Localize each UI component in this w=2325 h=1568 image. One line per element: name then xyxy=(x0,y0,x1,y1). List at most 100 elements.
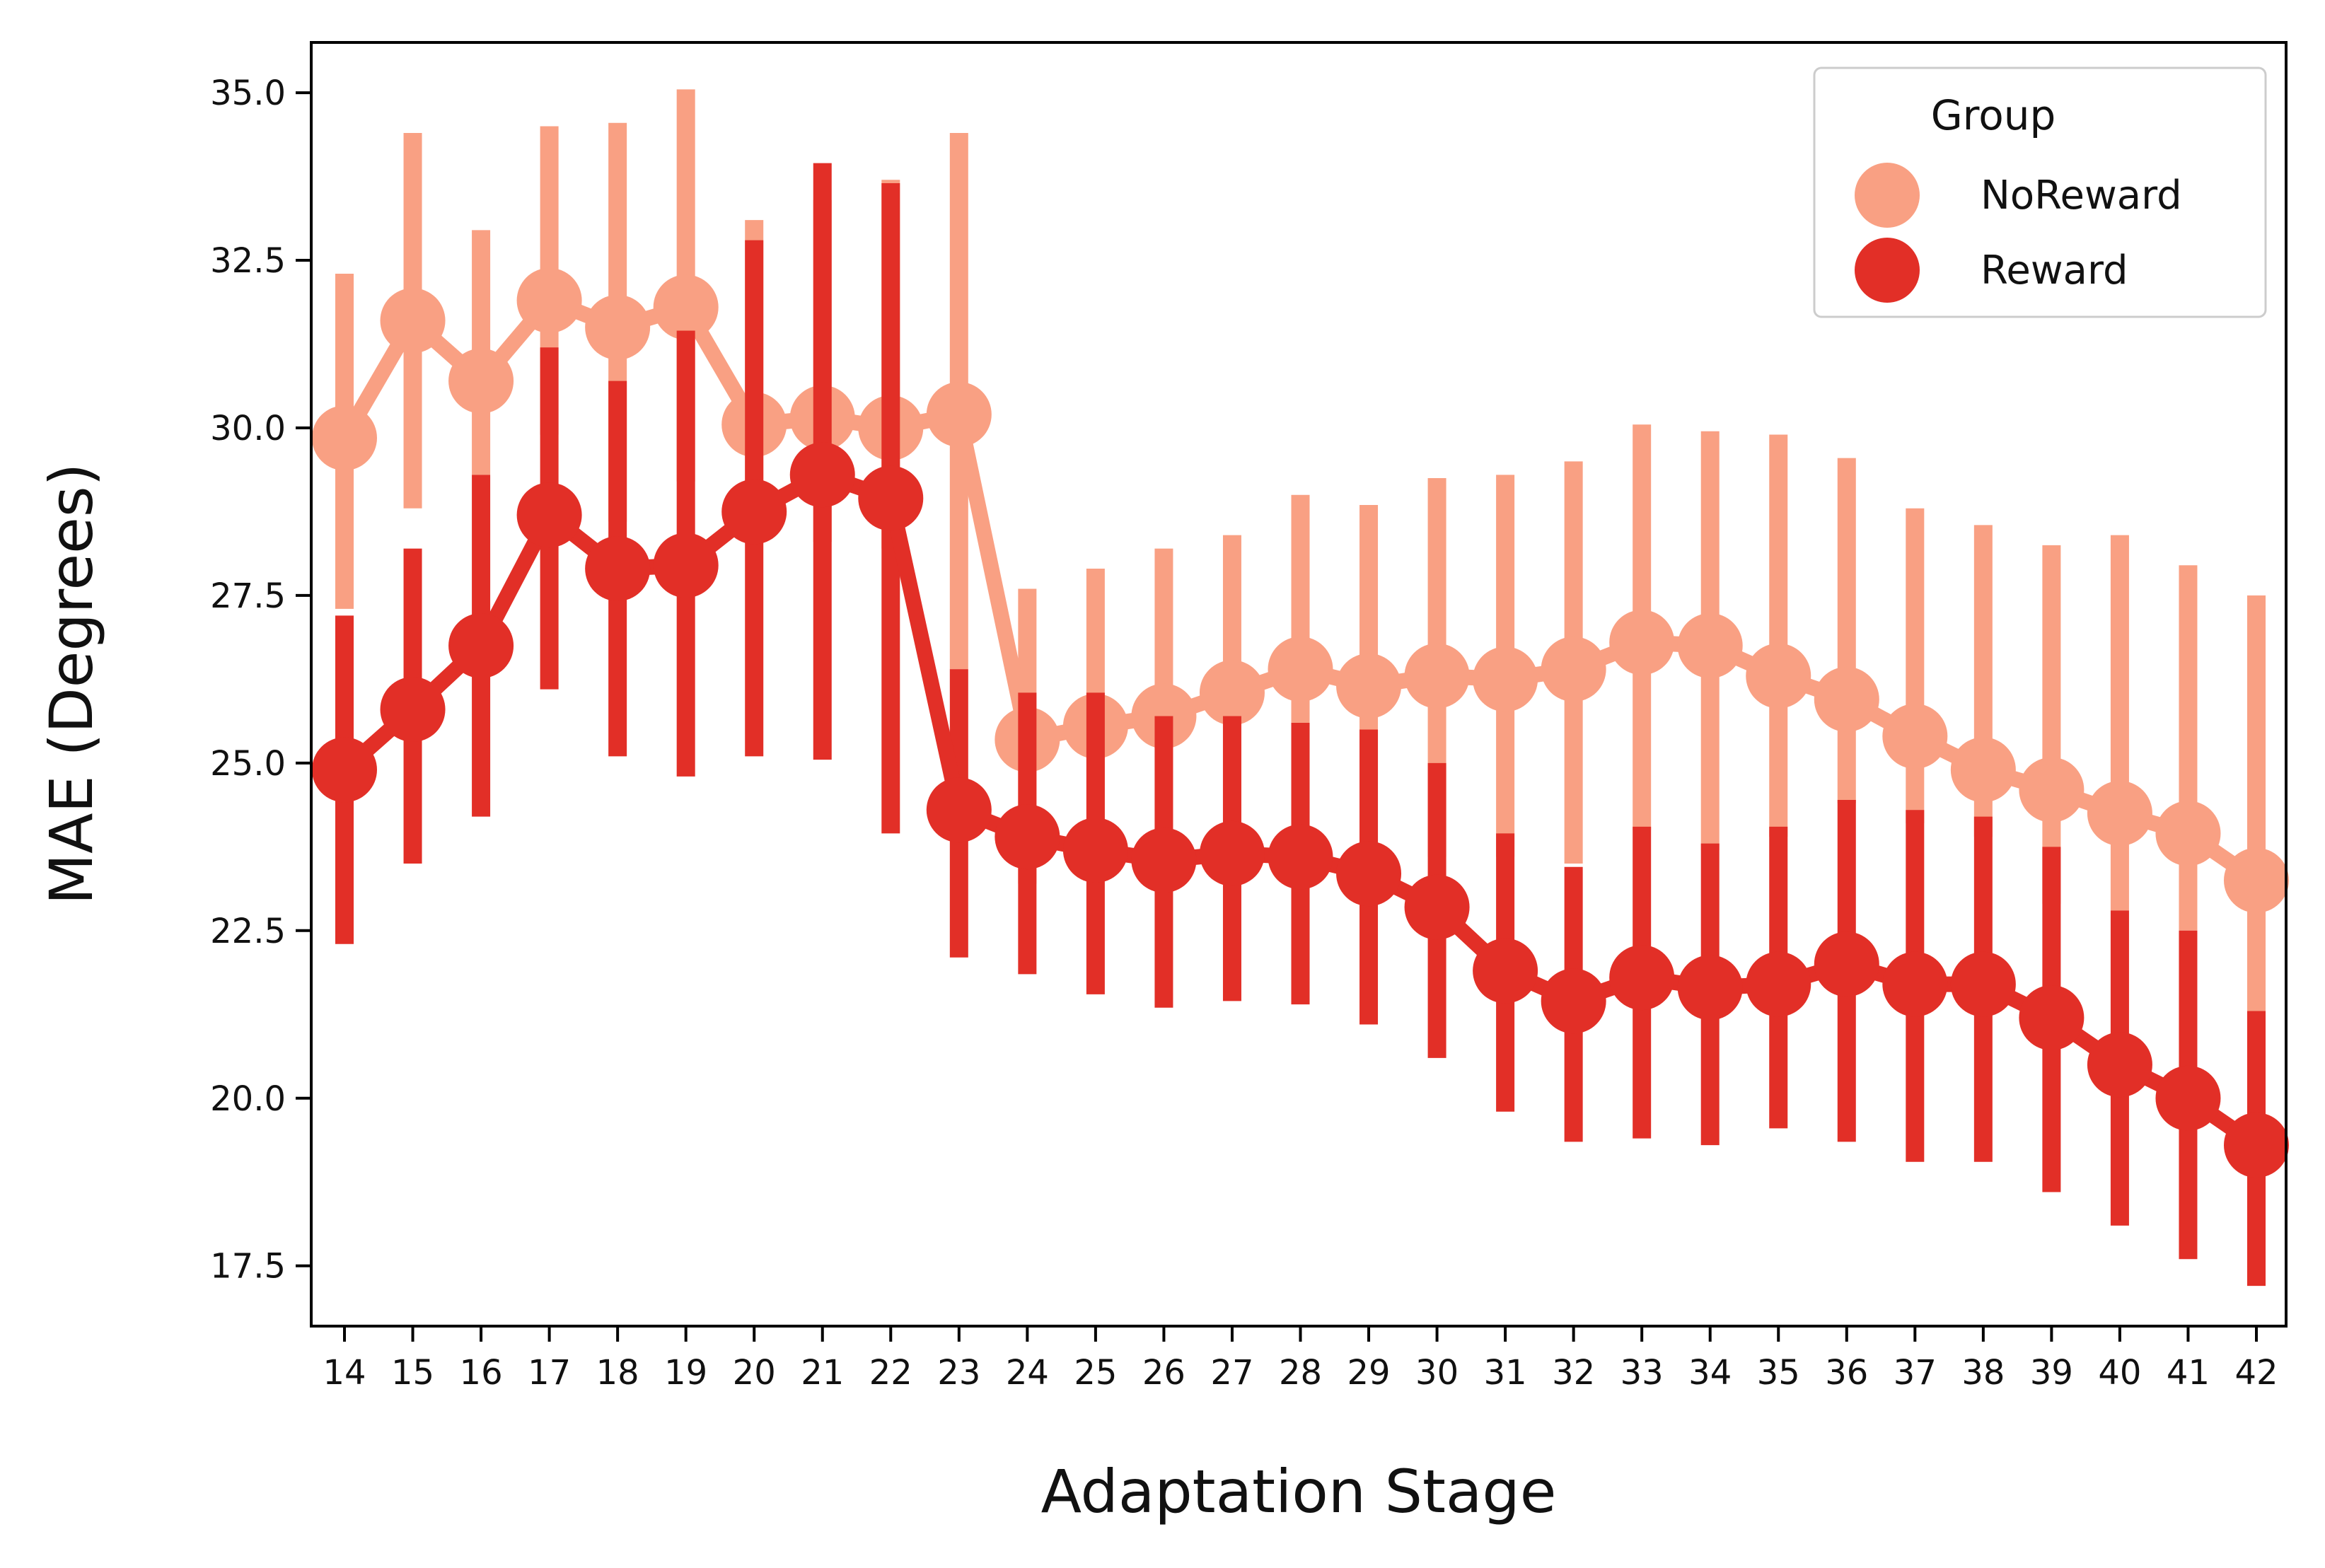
reward-point xyxy=(1541,968,1606,1034)
noreward-point xyxy=(1131,683,1197,749)
legend-label-reward: Reward xyxy=(1981,248,2128,294)
reward-point xyxy=(1062,818,1128,883)
reward-point xyxy=(2224,1113,2289,1178)
legend-frame xyxy=(1813,66,2267,318)
reward-point xyxy=(312,737,377,803)
x-tick-label: 41 xyxy=(2167,1353,2210,1393)
x-tick-label: 38 xyxy=(1961,1353,2005,1393)
reward-point xyxy=(516,482,582,548)
x-tick-label: 23 xyxy=(937,1353,980,1393)
x-axis: 14 15 16 17 18 19 20 21 22 23 24 25 26 27 28 29 30 31 32 33… xyxy=(323,1326,2278,1393)
reward-point xyxy=(1131,827,1197,893)
reward-point xyxy=(1473,938,1538,1004)
reward-point xyxy=(1814,931,1879,997)
y-axis: 17.5 20.0 22.5 25.0 27.5 30.0 32.5 35.0 xyxy=(210,74,311,1287)
noreward-point xyxy=(2155,801,2221,866)
x-tick-label: 40 xyxy=(2098,1353,2141,1393)
x-tick-label: 29 xyxy=(1347,1353,1390,1393)
x-tick-label: 34 xyxy=(1688,1353,1732,1393)
y-tick-label: 25.0 xyxy=(210,744,286,784)
reward-point xyxy=(1199,820,1265,886)
x-tick-label: 26 xyxy=(1142,1353,1185,1393)
series-layer xyxy=(312,89,2289,1287)
noreward-point xyxy=(1950,737,2016,803)
noreward-point xyxy=(1677,613,1743,679)
y-tick-label: 17.5 xyxy=(210,1247,286,1287)
x-tick-label: 36 xyxy=(1825,1353,1868,1393)
noreward-point xyxy=(1814,666,1879,732)
y-tick-label: 22.5 xyxy=(210,912,286,951)
reward-point xyxy=(1404,874,1470,940)
x-tick-label: 39 xyxy=(2030,1353,2073,1393)
noreward-point xyxy=(448,348,514,414)
reward-point xyxy=(585,536,651,602)
noreward-point xyxy=(585,294,651,360)
reward-point xyxy=(1336,841,1402,907)
x-tick-label: 18 xyxy=(596,1353,639,1393)
x-tick-label: 37 xyxy=(1894,1353,1937,1393)
x-tick-label: 17 xyxy=(528,1353,571,1393)
reward-point xyxy=(1268,824,1333,890)
noreward-point xyxy=(380,288,446,354)
legend-label-noreward: NoReward xyxy=(1981,173,2182,219)
y-tick-label: 30.0 xyxy=(210,409,286,448)
x-axis-label: Adaptation Stage xyxy=(1041,1457,1557,1526)
x-tick-label: 33 xyxy=(1620,1353,1664,1393)
reward-point xyxy=(1677,955,1743,1021)
reward-point xyxy=(2087,1032,2152,1098)
x-tick-label: 22 xyxy=(869,1353,912,1393)
x-tick-label: 28 xyxy=(1279,1353,1322,1393)
noreward-point xyxy=(2019,757,2085,823)
noreward-point xyxy=(1199,660,1265,726)
noreward-point xyxy=(312,405,377,471)
reward-point xyxy=(789,442,855,508)
noreward-point xyxy=(653,274,719,340)
x-tick-label: 14 xyxy=(323,1353,366,1393)
reward-point xyxy=(995,804,1060,870)
plot-frame xyxy=(310,41,2288,1328)
noreward-point xyxy=(1404,643,1470,709)
reward-point xyxy=(1746,951,1811,1017)
noreward-point xyxy=(1609,610,1675,675)
noreward-point xyxy=(1336,653,1402,719)
x-tick-label: 21 xyxy=(801,1353,844,1393)
x-tick-label: 42 xyxy=(2234,1353,2278,1393)
series-reward xyxy=(312,163,2289,1287)
x-tick-label: 27 xyxy=(1210,1353,1253,1393)
legend: Group NoReward Reward xyxy=(1813,66,2267,318)
x-tick-label: 32 xyxy=(1552,1353,1595,1393)
reward-point xyxy=(1882,951,1948,1017)
noreward-point xyxy=(2087,780,2152,846)
y-tick-label: 27.5 xyxy=(210,576,286,616)
reward-point xyxy=(858,465,924,531)
x-tick-label: 15 xyxy=(391,1353,434,1393)
reward-point xyxy=(2019,985,2085,1051)
x-tick-label: 25 xyxy=(1074,1353,1117,1393)
legend-marker-noreward xyxy=(1855,163,1920,228)
noreward-point xyxy=(1882,703,1948,769)
x-tick-label: 35 xyxy=(1757,1353,1800,1393)
x-tick-label: 30 xyxy=(1415,1353,1459,1393)
y-tick-label: 32.5 xyxy=(210,241,286,281)
x-tick-label: 19 xyxy=(664,1353,707,1393)
reward-point xyxy=(1609,945,1675,1011)
noreward-point xyxy=(516,267,582,333)
x-tick-label: 24 xyxy=(1006,1353,1049,1393)
noreward-point xyxy=(926,382,992,448)
reward-point xyxy=(653,533,719,598)
x-tick-label: 20 xyxy=(733,1353,776,1393)
reward-point xyxy=(380,677,446,743)
noreward-point xyxy=(1541,637,1606,702)
legend-marker-reward xyxy=(1855,238,1920,303)
y-axis-label: MAE (Degrees) xyxy=(37,463,106,905)
noreward-point xyxy=(2224,847,2289,913)
x-tick-label: 31 xyxy=(1484,1353,1527,1393)
reward-point xyxy=(721,479,787,545)
reward-point xyxy=(1950,951,2016,1017)
reward-point xyxy=(448,613,514,679)
noreward-point xyxy=(1473,646,1538,712)
reward-point xyxy=(926,777,992,843)
reward-point xyxy=(2155,1065,2221,1131)
